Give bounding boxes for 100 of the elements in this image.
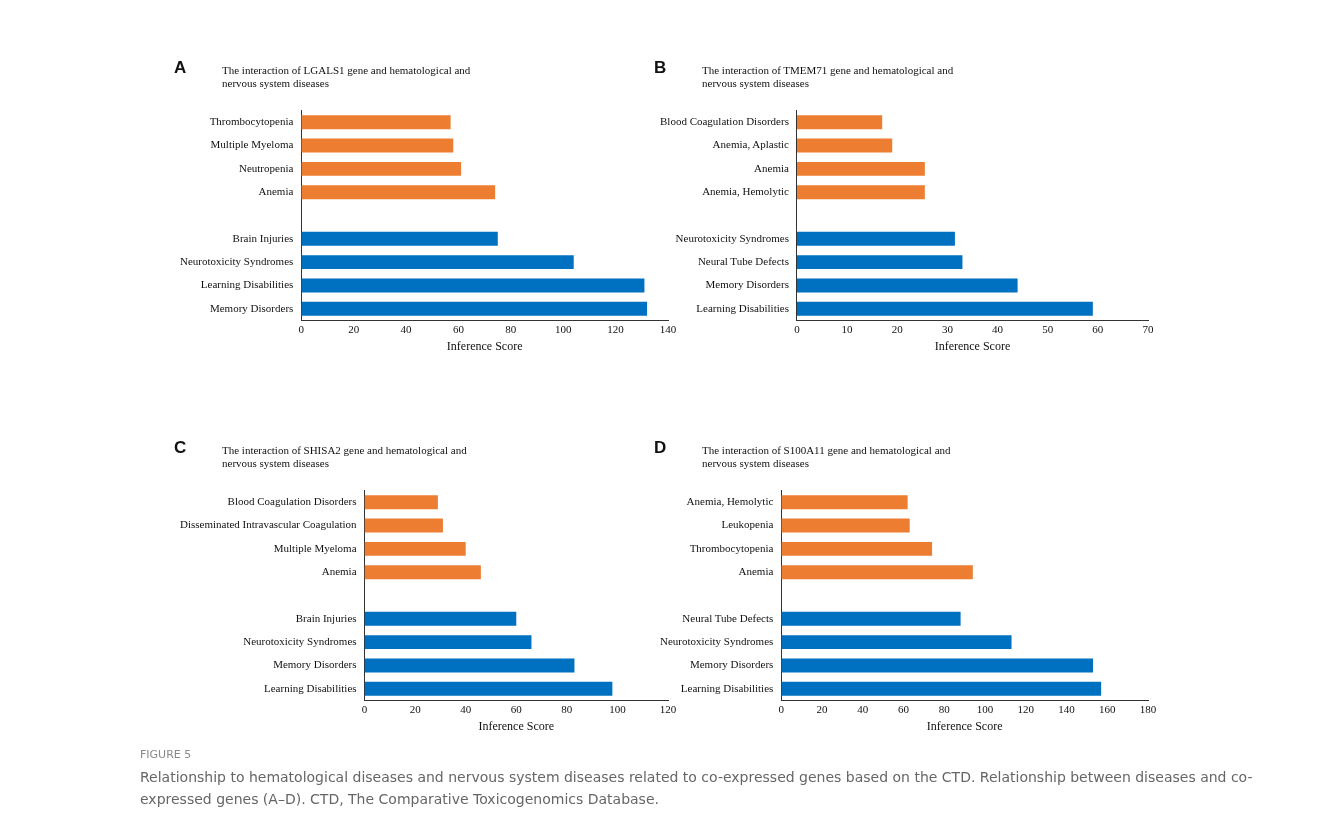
x-tick-label: 0 [778,702,785,715]
x-tick-label: 140 [659,322,677,335]
x-tick-label: 40 [400,322,413,335]
x-tick-label: 10 [841,322,854,335]
y-tick-label: Memory Disorders [705,278,789,291]
bar [781,518,910,533]
bar [796,278,1018,293]
y-tick-label: Brain Injuries [232,231,294,244]
bar [364,495,438,510]
bar [796,231,955,246]
y-tick-label: Anemia, Hemolytic [686,495,774,508]
y-tick-label: Neurotoxicity Syndromes [179,255,294,268]
x-tick-label: 100 [554,322,572,335]
bar [796,138,893,153]
y-tick-label: Multiple Myeloma [273,541,357,554]
bar [364,541,466,556]
x-tick-label: 40 [992,322,1004,335]
bar [781,681,1102,696]
text: Relationship to hematological diseases and nervous system diseases related to co-expressed genes based on the CTD. Relationship between diseases and co-expressed genes (A–D). CTD, The Comparative Toxicogenomics Database. [140,768,1254,809]
bar [781,541,933,556]
bar [364,635,532,650]
x-axis-title: Inference Score [934,338,1011,353]
x-tick-label: 50 [1042,322,1054,335]
y-tick-label: Memory Disorders [209,301,294,314]
bar [301,231,498,246]
bar [781,635,1012,650]
y-tick-label: Learning Disabilities [696,301,789,314]
x-tick-label: 40 [460,702,472,715]
bar [781,495,908,510]
x-tick-label: 30 [941,322,954,335]
x-tick-label: 0 [794,322,801,335]
bar [301,115,451,130]
x-tick-label: 180 [1139,702,1157,715]
bar [796,161,925,176]
x-tick-label: 120 [607,322,625,335]
text: C [174,438,187,458]
y-tick-label: Leukopenia [721,518,774,531]
x-tick-label: 0 [298,322,305,335]
y-tick-label: Memory Disorders [689,658,774,671]
y-tick-label: Memory Disorders [273,658,357,671]
y-tick-label: Anemia, Hemolytic [702,185,790,198]
bar [364,565,481,580]
y-tick-label: Neurotoxicity Syndromes [659,635,774,648]
x-tick-label: 60 [1092,322,1104,335]
y-tick-label: Anemia [754,161,790,174]
text: D [654,438,667,458]
y-tick-label: Neurotoxicity Syndromes [675,231,789,244]
bar [364,611,517,626]
y-tick-label: Neutropenia [238,161,294,174]
x-axis-title: Inference Score [446,338,523,353]
x-axis-title: Inference Score [478,718,555,733]
bar [364,518,443,533]
chart-title: The interaction of LGALS1 gene and hematological and nervous system diseases [222,64,472,90]
y-tick-label: Neurotoxicity Syndromes [243,635,357,648]
y-tick-label: Blood Coagulation Disorders [660,115,789,128]
bar [364,658,575,673]
bar [301,185,496,200]
y-tick-label: Learning Disabilities [264,681,357,694]
x-tick-label: 120 [659,702,677,715]
chart-title: The interaction of SHISA2 gene and hematological and nervous system diseases [222,444,468,470]
chart-title: The interaction of S100A11 gene and hematological and nervous system diseases [702,444,952,470]
bar [301,301,648,316]
bar [796,255,963,270]
y-tick-label: Brain Injuries [295,611,357,624]
x-tick-label: 80 [561,702,573,715]
y-tick-label: Multiple Myeloma [210,138,294,151]
x-tick-label: 20 [348,322,360,335]
y-tick-label: Neural Tube Defects [697,255,789,268]
y-tick-label: Disseminated Intravascular Coagulation [180,518,358,531]
x-tick-label: 60 [510,702,523,715]
y-tick-label: Anemia [738,565,774,578]
y-tick-label: Anemia [321,565,357,578]
y-tick-label: Anemia [258,185,294,198]
y-tick-label: Thrombocytopenia [689,541,774,554]
x-tick-label: 70 [1142,322,1154,335]
x-tick-label: 60 [452,322,465,335]
y-tick-label: Learning Disabilities [200,278,294,291]
bar [301,161,462,176]
x-tick-label: 160 [1099,702,1117,715]
y-tick-label: Thrombocytopenia [209,115,294,128]
x-tick-label: 20 [409,702,422,715]
chart-title: The interaction of TMEM71 gene and hematological and nervous system diseases [702,64,955,90]
x-tick-label: 40 [857,702,869,715]
x-axis-title: Inference Score [926,718,1003,733]
bar [781,611,961,626]
bar [796,185,925,200]
caption: FIGURE 5 [140,748,193,761]
bar [301,138,454,153]
bar [796,115,883,130]
y-tick-label: Learning Disabilities [680,681,774,694]
bar [301,255,574,270]
x-tick-label: 80 [505,322,517,335]
y-tick-label: Neural Tube Defects [682,611,774,624]
text: A [174,58,187,78]
x-tick-label: 60 [898,702,910,715]
bar [364,681,613,696]
text: B [654,58,667,78]
bar [781,658,1093,673]
x-tick-label: 100 [609,702,627,715]
x-tick-label: 0 [361,702,368,715]
